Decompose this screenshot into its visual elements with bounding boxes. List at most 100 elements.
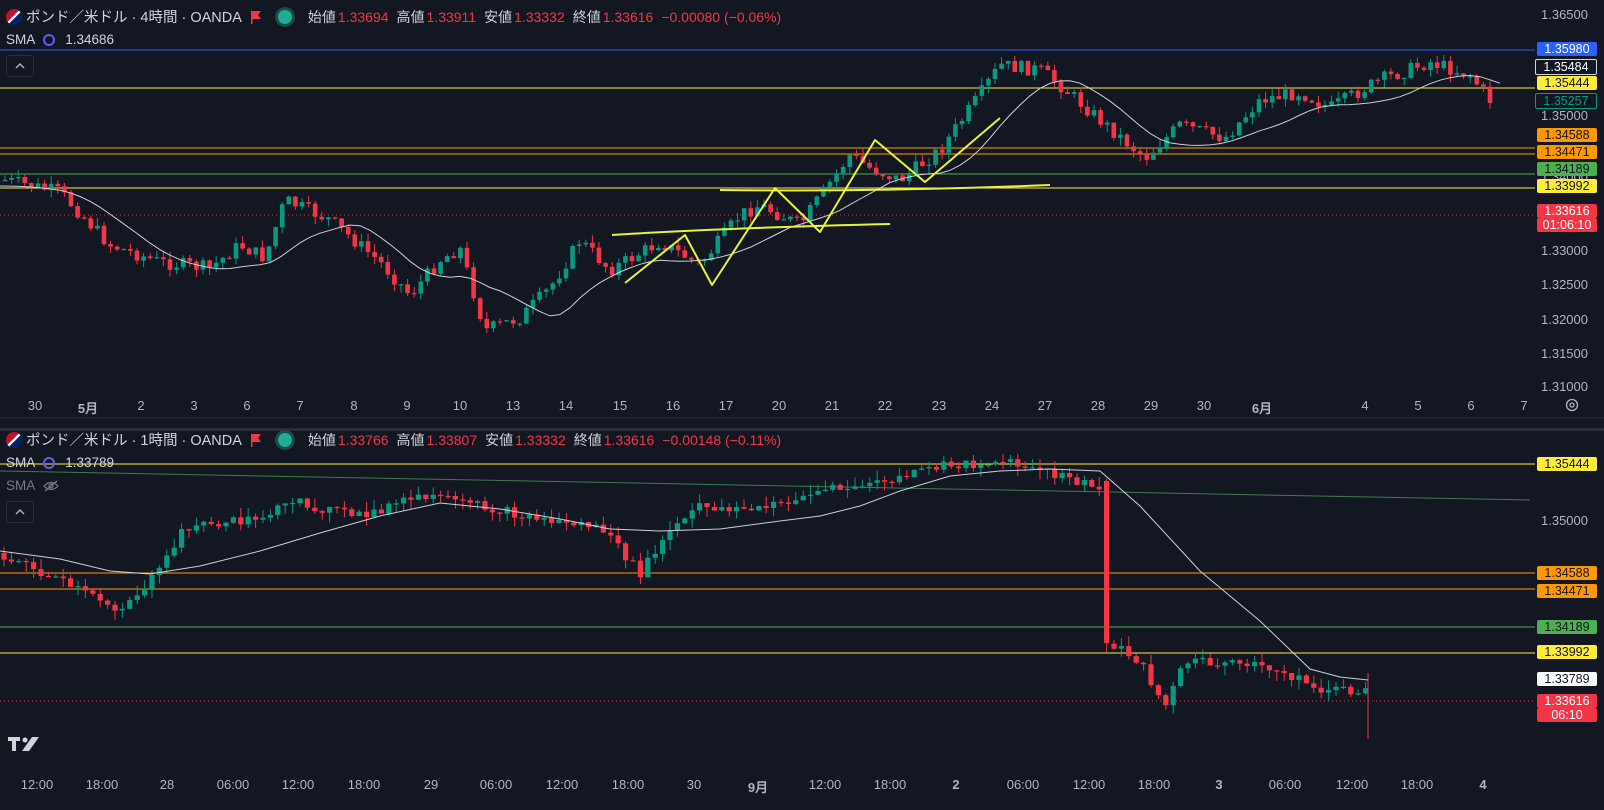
candle-body (963, 460, 969, 469)
candle-body (23, 561, 29, 563)
market-status-icon[interactable] (277, 9, 292, 24)
candle-body (557, 278, 562, 284)
candle-body (1141, 662, 1147, 665)
candlestick-chart-1h[interactable] (0, 431, 1604, 810)
candle-body (142, 588, 148, 596)
candle-body (75, 206, 80, 218)
candle-body (230, 517, 236, 523)
candles (2, 55, 1493, 333)
sma-settings-icon[interactable] (43, 456, 56, 469)
candle-body (637, 560, 643, 578)
collapse-legend-button[interactable] (6, 501, 34, 523)
time-axis-label: 23 (931, 398, 947, 413)
candle-body (1348, 686, 1354, 695)
candle-body (510, 320, 516, 324)
candle-body (1230, 135, 1235, 137)
candle-body (216, 524, 222, 527)
candle-body (482, 501, 488, 510)
tradingview-logo[interactable] (8, 735, 40, 753)
candle-body (82, 586, 88, 591)
candle-body (332, 217, 338, 219)
collapse-legend-button[interactable] (6, 55, 34, 77)
drawing-wave (624, 117, 1001, 286)
candle-body (1067, 473, 1073, 478)
pane-separator[interactable] (0, 428, 1604, 431)
symbol-title[interactable]: ポンド／米ドル · 1時間 · OANDA (26, 433, 242, 449)
candle-body (926, 467, 932, 469)
candle-body (656, 248, 661, 251)
chart-pane-1h[interactable]: ポンド／米ドル · 1時間 · OANDA 始値 1.33766 高値 1.3380… (0, 431, 1604, 810)
candle-body (1266, 665, 1272, 671)
symbol-title[interactable]: ポンド／米ドル · 4時間 · OANDA (26, 10, 242, 26)
time-axis-label: 30 (1196, 398, 1212, 413)
candle-body (445, 495, 451, 498)
ohlc-high: 高値 1.33911 (396, 8, 477, 25)
candle-body (275, 505, 281, 515)
red-flag-icon[interactable] (250, 10, 262, 24)
sma-legend-1h[interactable]: SMA 1.33789 (6, 455, 114, 470)
sma-settings-icon[interactable] (43, 33, 56, 46)
price-badge: 1.33789 (1537, 672, 1597, 686)
candle-body (299, 202, 305, 207)
sma-legend-hidden[interactable]: SMA (6, 478, 60, 493)
candle-body (896, 475, 902, 483)
candle-body (600, 524, 606, 533)
candlestick-chart-4h[interactable] (0, 0, 1604, 428)
candle-body (326, 217, 331, 220)
candle-body (815, 491, 821, 495)
gear-icon[interactable] (1564, 397, 1580, 413)
candle-body (467, 500, 473, 503)
trendline-green (0, 470, 1531, 501)
candle-body (475, 501, 481, 503)
candle-body (827, 181, 833, 187)
candle-body (867, 162, 872, 168)
candle-body (220, 257, 226, 263)
red-flag-icon[interactable] (250, 433, 262, 447)
candle-body (286, 196, 292, 205)
time-axis-label: 6 (243, 398, 251, 413)
price-change: −0.00148 (−0.11%) (662, 431, 782, 448)
candle-body (1190, 122, 1196, 127)
time-axis-label: 9月 (747, 780, 769, 795)
candle-body (1091, 110, 1097, 116)
candle-body (609, 266, 615, 276)
candle-body (1, 553, 7, 560)
candle-body (662, 248, 668, 251)
candle-body (652, 553, 658, 558)
time-axis-label: 10 (452, 398, 468, 413)
candle-body (1111, 122, 1117, 138)
chevron-up-icon (15, 509, 25, 515)
candle-body (1133, 656, 1139, 663)
candle-body (149, 575, 155, 589)
candle-body (119, 608, 125, 611)
candle-body (1237, 660, 1243, 664)
candle-body (9, 177, 14, 180)
candle-body (882, 480, 888, 482)
candle-body (623, 256, 628, 263)
candle-body (556, 519, 562, 523)
candle-body (306, 202, 311, 204)
candle-body (859, 486, 865, 488)
candle-body (642, 245, 648, 256)
candle-body (1038, 65, 1044, 67)
candle-body (734, 507, 740, 512)
time-axis-label: 18:00 (85, 777, 119, 792)
chart-pane-4h[interactable]: ポンド／米ドル · 4時間 · OANDA 始値 1.33694 高値 1.3391… (0, 0, 1604, 428)
sma-legend-4h[interactable]: SMA 1.34686 (6, 32, 114, 47)
eye-off-icon[interactable] (43, 480, 60, 492)
time-axis-label: 2 (137, 398, 145, 413)
candle-body (519, 517, 525, 519)
candle-body (972, 95, 978, 105)
candle-body (1326, 690, 1332, 693)
candle-body (1104, 122, 1110, 125)
candle-body (213, 262, 219, 268)
candle-body (95, 225, 100, 229)
candle-body (999, 63, 1004, 69)
candle-body (260, 247, 265, 262)
market-status-icon[interactable] (277, 432, 292, 447)
candle-body (444, 256, 450, 263)
time-axis-label: 24 (984, 398, 1000, 413)
candle-body (1236, 122, 1242, 136)
candle-body (180, 258, 186, 268)
candle-body (1164, 137, 1169, 148)
